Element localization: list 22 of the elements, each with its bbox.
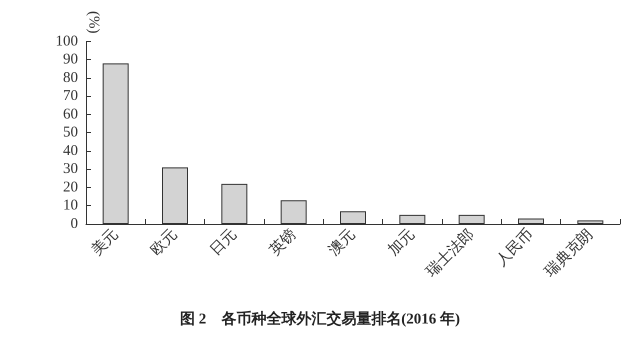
x-tick-label: 欧元 [148, 226, 181, 259]
y-axis-title: (%) [86, 10, 102, 34]
y-tick-label: 30 [63, 161, 78, 178]
y-tick-label: 60 [63, 106, 78, 122]
x-tick-label: 人民币 [492, 226, 537, 270]
y-tick-label: 70 [63, 88, 78, 104]
text: 图 2 各币种全球外汇交易量排名(2016 年) [180, 310, 460, 328]
x-tick-label: 瑞士法郎 [422, 226, 478, 280]
y-tick-label: 50 [63, 124, 78, 141]
y-tick-label: 10 [63, 198, 78, 214]
x-tick-label: 澳元 [325, 226, 359, 259]
x-tick-label: 瑞典克朗 [542, 226, 596, 280]
y-tick-label: 90 [63, 52, 78, 68]
x-tick-label: 加元 [384, 226, 418, 259]
x-tick-label: 日元 [207, 226, 240, 259]
x-tick-label: 美元 [88, 226, 122, 259]
y-tick-label: 40 [63, 142, 78, 159]
y-tick-label: 20 [63, 179, 78, 196]
x-tick-label: 英镑 [266, 226, 300, 259]
y-tick-label: 100 [56, 33, 78, 50]
y-tick-label: 80 [63, 70, 78, 86]
y-tick-label: 0 [70, 216, 78, 232]
